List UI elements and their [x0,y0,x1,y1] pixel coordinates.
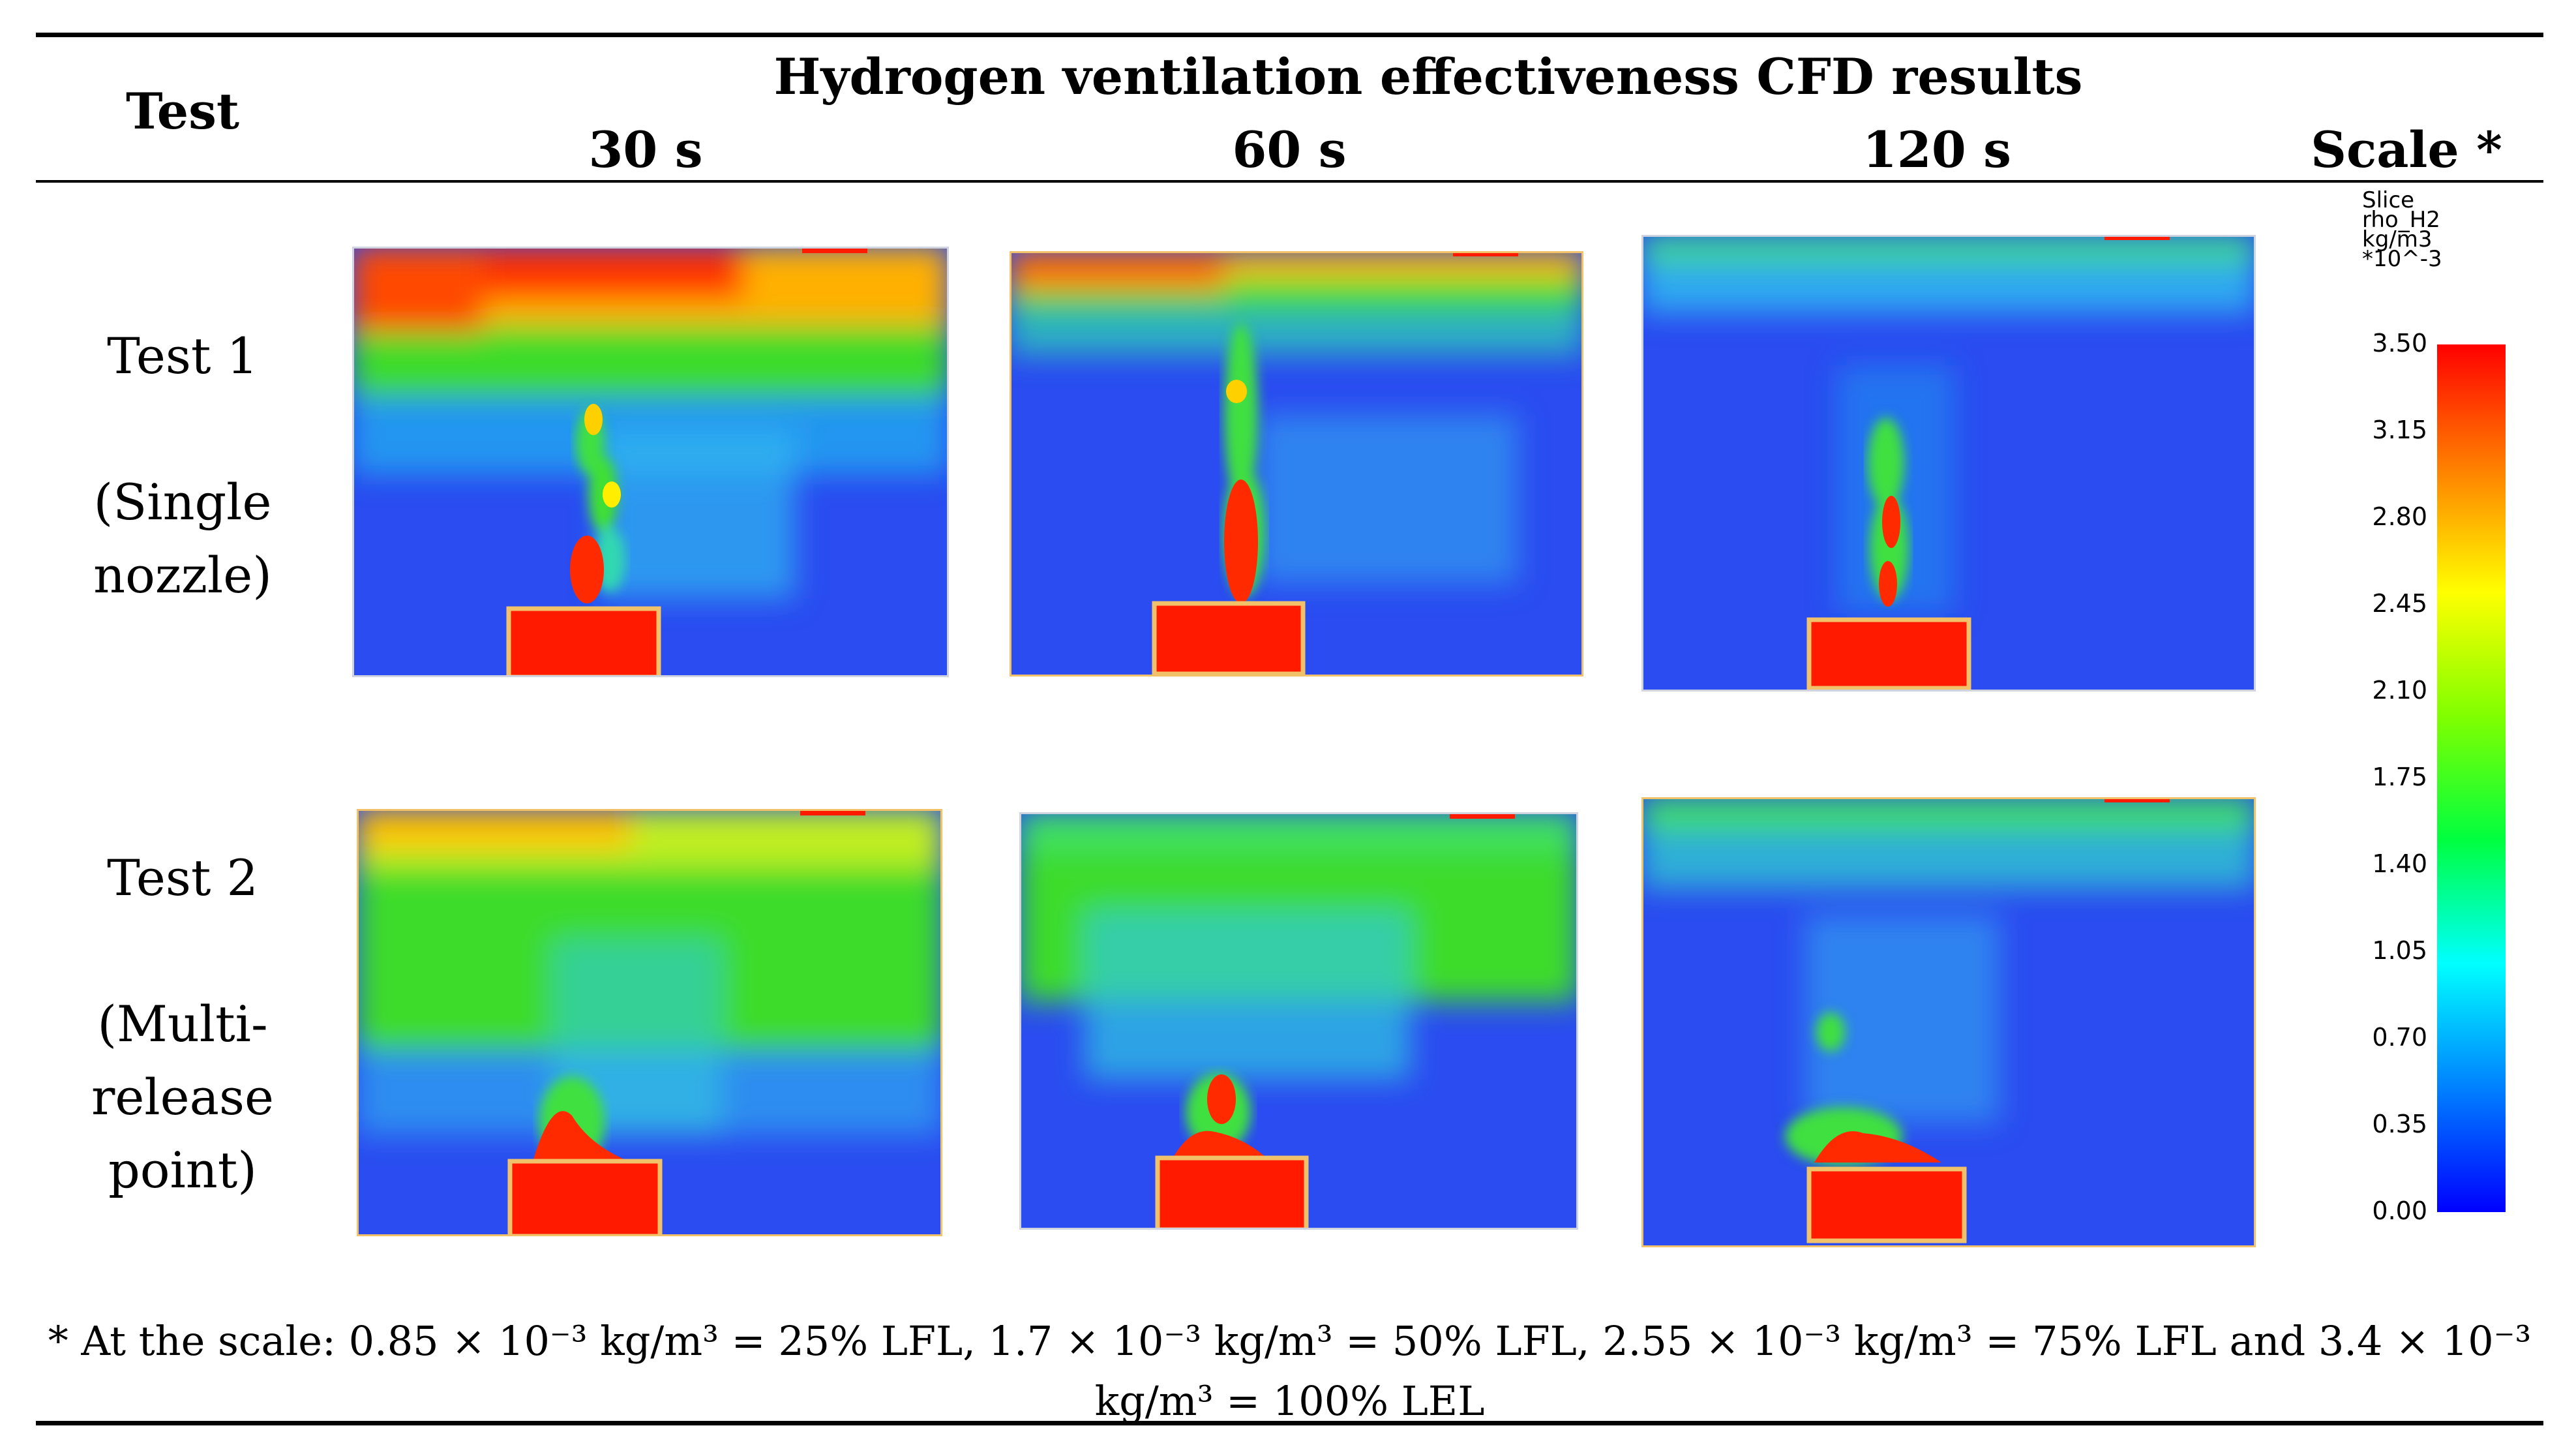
cfd-frame-test1-30s [352,247,949,677]
cfd-frame-test2-120s [1641,797,2256,1247]
colorbar-tick-label: 0.00 [2372,1196,2427,1225]
row-label-line: release [91,1068,274,1126]
row-label-test-1: Test 1 (Single nozzle) [59,320,307,612]
cfd-frame-test1-120s [1641,235,2256,692]
cfd-frame-test2-30s [357,809,942,1236]
colorbar-tick-label: 0.70 [2372,1023,2427,1052]
row-label-line: Test 2 [107,849,258,907]
column-header-scale: Scale * [2311,121,2502,179]
colorbar-gradient [2437,344,2506,1212]
colorbar-tick-label: 1.40 [2372,849,2427,878]
row-label-line [59,393,307,466]
row-label-line: point) [108,1141,257,1199]
table-bottom-rule [36,1421,2543,1425]
table-top-rule [36,33,2543,37]
colorbar-tick-label: 3.50 [2372,329,2427,357]
row-label-line: nozzle) [93,546,272,604]
cfd-frame-test1-60s [1010,251,1583,677]
column-header-test: Test [125,82,240,140]
column-header-30s: 30 s [588,121,703,179]
row-label-line [59,915,307,988]
colorbar-tick-label: 3.15 [2372,416,2427,444]
colorbar-tick-label: 1.75 [2372,763,2427,791]
table-title: Hydrogen ventilation effectiveness CFD r… [773,48,2083,106]
row-label-test-2: Test 2 (Multi- release point) [59,842,307,1207]
colorbar-tick-label: 2.45 [2372,589,2427,618]
column-header-120s: 120 s [1863,121,2011,179]
colorbar-header: Slice rho_H2 kg/m3 *10^-3 [2362,187,2442,272]
footnote: * At the scale: 0.85 × 10⁻³ kg/m³ = 25% … [48,1317,2532,1425]
colorbar-tick-label: 2.80 [2372,502,2427,531]
row-label-line: (Single [93,473,272,531]
row-label-line: Test 1 [107,327,258,385]
row-label-line: (Multi- [97,995,268,1053]
colorbar-tick-label: 1.05 [2372,936,2427,965]
cfd-frame-test2-60s [1019,812,1578,1230]
table-header-rule [36,180,2543,183]
colorbar [2437,344,2506,1212]
column-header-60s: 60 s [1232,121,1347,179]
colorbar-tick-label: 2.10 [2372,676,2427,705]
colorbar-tick-label: 0.35 [2372,1110,2427,1138]
